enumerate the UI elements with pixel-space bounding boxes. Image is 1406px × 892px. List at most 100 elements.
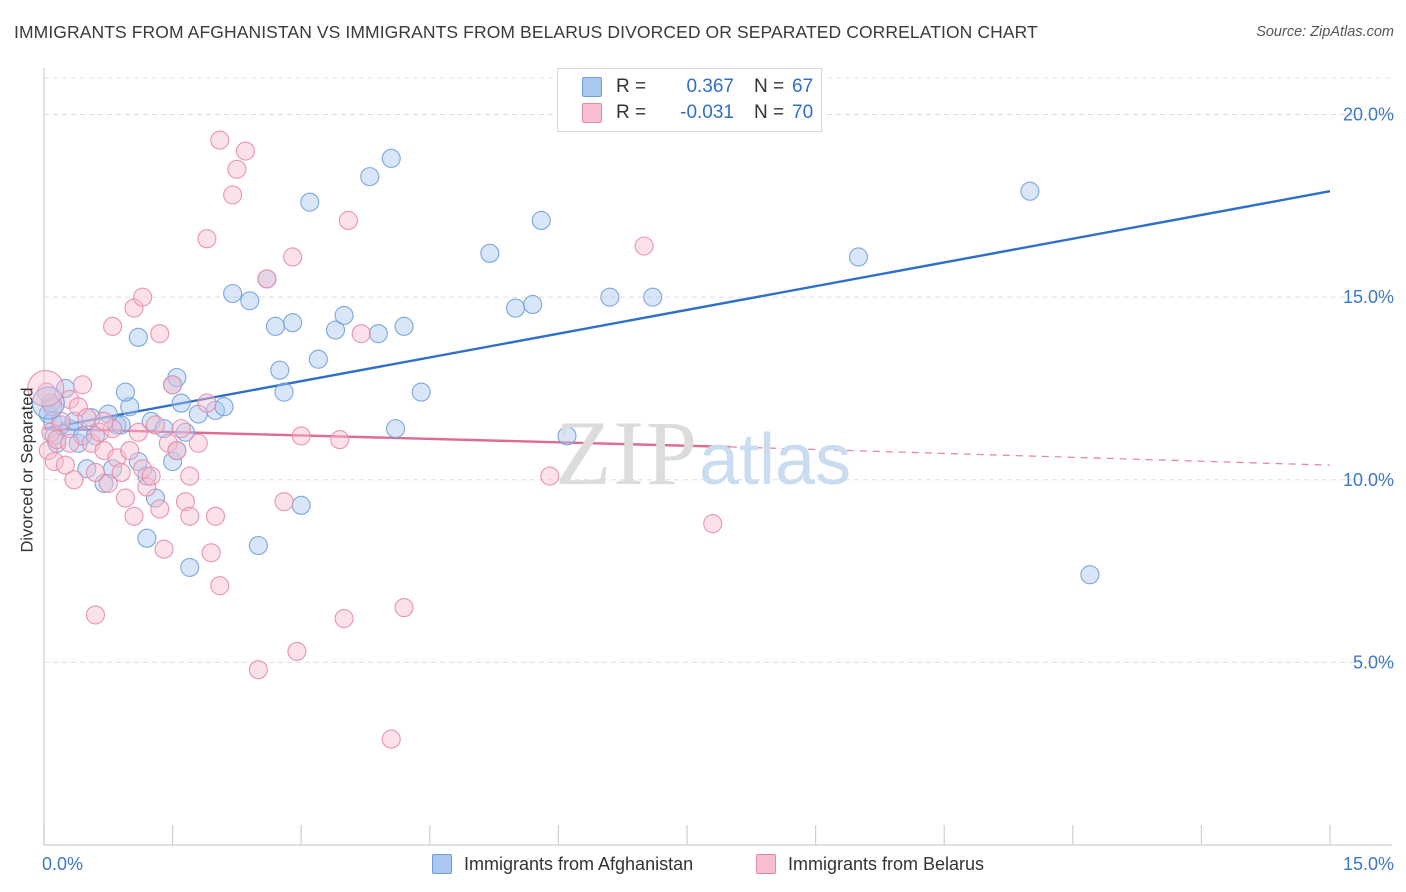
data-point	[1020, 181, 1040, 201]
x-tick-label: 0.0%	[42, 854, 83, 874]
data-point	[368, 324, 388, 344]
data-point	[643, 287, 663, 307]
data-point	[330, 430, 350, 450]
legend-n-label: N =	[754, 76, 785, 97]
series-label-afghanistan: Immigrants from Afghanistan	[464, 853, 694, 874]
data-point	[411, 382, 431, 402]
data-point	[201, 543, 221, 563]
data-point	[115, 488, 135, 508]
data-point	[137, 528, 157, 548]
data-point	[248, 660, 268, 680]
axes	[43, 68, 1392, 846]
data-point	[360, 167, 380, 187]
data-point	[274, 492, 294, 512]
series-swatch-afghanistan	[432, 854, 452, 874]
data-point	[235, 141, 256, 161]
data-point	[291, 495, 311, 515]
data-point	[145, 415, 166, 435]
data-point	[64, 470, 84, 490]
y-tick-label: 15.0%	[1343, 287, 1394, 307]
data-point	[103, 316, 123, 336]
data-point	[133, 287, 153, 307]
data-point	[223, 185, 243, 205]
legend-row-belarus: R = -0.031 N = 70	[582, 100, 813, 126]
trend-line-belarus	[43, 427, 730, 449]
data-point	[274, 382, 294, 402]
legend-row-afghanistan: R = 0.367 N = 67	[582, 74, 813, 100]
data-point	[351, 324, 371, 344]
data-point	[257, 269, 277, 289]
data-point	[227, 159, 247, 179]
data-point	[338, 210, 358, 230]
chart-title: IMMIGRANTS FROM AFGHANISTAN VS IMMIGRANT…	[14, 22, 1038, 42]
data-point	[111, 462, 131, 483]
data-point	[115, 382, 135, 402]
data-point	[223, 283, 243, 304]
data-point	[270, 360, 290, 380]
series-afghanistan	[38, 148, 1100, 585]
data-point	[205, 506, 226, 526]
y-tick-label: 20.0%	[1343, 105, 1394, 125]
tick-labels: 5.0% 10.0% 15.0% 20.0% 0.0% 15.0%	[42, 105, 1394, 874]
data-point	[90, 422, 110, 442]
data-point	[98, 473, 118, 493]
legend-n-value: 70	[792, 102, 814, 123]
x-tick-label: 15.0%	[1343, 854, 1394, 874]
data-point	[180, 466, 200, 486]
legend-r-label: R =	[616, 102, 647, 123]
data-point	[60, 433, 80, 453]
data-point-large	[31, 386, 65, 420]
data-point	[128, 422, 148, 442]
data-point	[94, 411, 114, 431]
legend-r-value: -0.031	[680, 102, 734, 123]
watermark: ZIPatlas	[555, 402, 852, 504]
series-label-belarus: Immigrants from Belarus	[788, 853, 985, 874]
data-point	[210, 576, 230, 596]
data-point	[480, 243, 500, 263]
data-point	[197, 229, 217, 249]
data-point	[848, 247, 869, 267]
data-point	[291, 426, 311, 446]
data-point	[120, 440, 140, 461]
data-point	[175, 492, 196, 512]
data-point	[197, 393, 217, 413]
data-point	[180, 506, 200, 526]
data-point	[381, 729, 401, 749]
y-axis-label: Divorced or Separated	[18, 387, 37, 553]
data-points	[27, 130, 1100, 749]
data-point	[124, 506, 144, 526]
data-point	[167, 440, 187, 461]
data-point	[394, 598, 414, 618]
data-point	[557, 426, 577, 446]
data-point	[540, 466, 560, 486]
data-point	[85, 462, 105, 483]
data-point	[531, 210, 551, 230]
data-point	[283, 313, 303, 333]
series-legend-belarus: Immigrants from Belarus	[756, 852, 984, 876]
data-point	[381, 148, 401, 168]
data-point	[154, 539, 174, 559]
data-point	[265, 316, 286, 336]
legend-swatch-afghanistan	[582, 77, 602, 97]
data-point	[163, 375, 183, 395]
data-point	[300, 192, 320, 212]
data-point	[120, 397, 140, 417]
legend-n-value: 67	[792, 76, 814, 97]
data-point	[150, 499, 170, 519]
correlation-legend: R = 0.367 N = 67 R = -0.031 N = 70	[557, 68, 822, 132]
legend-swatch-belarus	[582, 103, 602, 123]
data-point-large	[27, 369, 65, 407]
data-point	[334, 305, 354, 325]
data-point	[283, 247, 303, 267]
data-point	[385, 419, 406, 439]
series-swatch-belarus	[756, 854, 776, 874]
legend-n-label: N =	[754, 102, 785, 123]
data-point	[505, 298, 526, 318]
data-point	[240, 291, 260, 311]
y-tick-label: 10.0%	[1343, 470, 1394, 490]
data-point	[163, 451, 183, 472]
series-legend-afghanistan: Immigrants from Afghanistan	[432, 852, 693, 876]
data-point	[308, 349, 328, 369]
data-point	[334, 609, 354, 629]
